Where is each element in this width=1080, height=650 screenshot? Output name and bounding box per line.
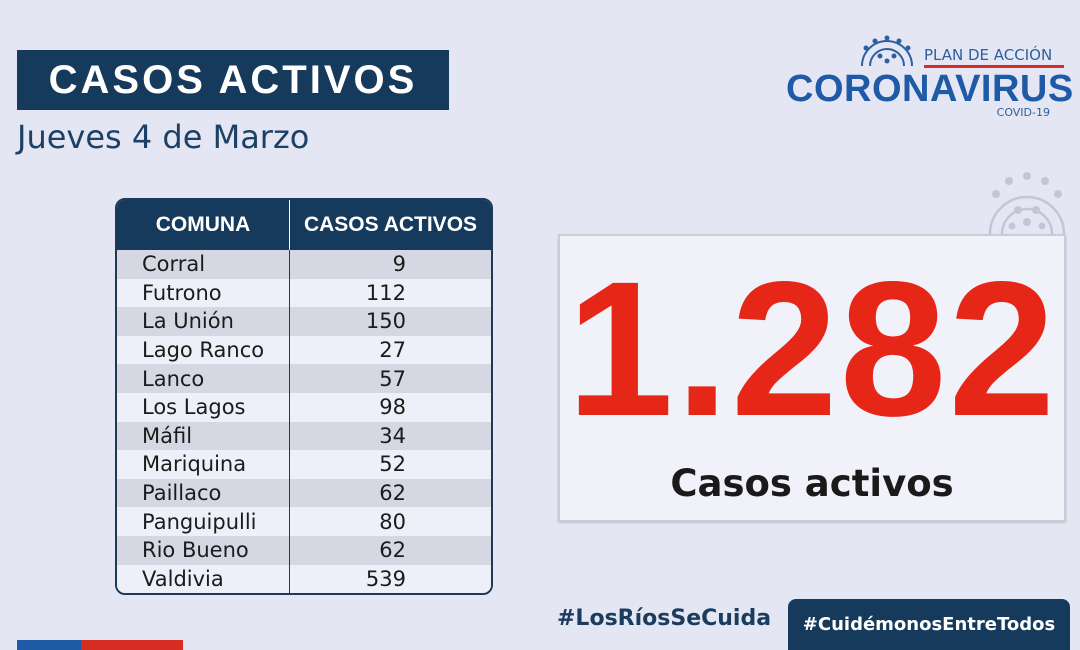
comuna-cell: La Unión (117, 307, 290, 336)
column-header-comuna: COMUNA (117, 200, 290, 250)
hashtag-los-rios: #LosRíosSeCuida (557, 606, 772, 631)
comuna-cell: Los Lagos (117, 392, 290, 422)
table-row: Panguipulli 80 (117, 507, 491, 536)
table-row: Rio Bueno 62 (117, 535, 491, 565)
comuna-cell: Lanco (117, 364, 290, 393)
table-row: Los Lagos 98 (117, 392, 491, 422)
total-cases-label: Casos activos (670, 462, 954, 505)
title-banner: CASOS ACTIVOS (17, 50, 449, 110)
table-row: Lago Ranco 27 (117, 335, 491, 365)
comuna-cell: Rio Bueno (117, 535, 290, 565)
table-row: Corral 9 (117, 250, 491, 279)
casos-cell: 9 (290, 250, 491, 279)
logo-coronavirus-text: CORONAVIRUS (786, 68, 1074, 110)
coronavirus-logo: PLAN DE ACCIÓN CORONAVIRUS COVID-19 (786, 34, 1073, 124)
table-header-row: COMUNA CASOS ACTIVOS (117, 200, 491, 250)
active-cases-table: COMUNA CASOS ACTIVOS Corral 9 Futrono 112 … (115, 198, 493, 596)
column-header-casos: CASOS ACTIVOS (290, 200, 491, 250)
comuna-cell: Máfil (117, 421, 290, 451)
virus-icon (861, 35, 913, 67)
total-cases-panel: 1.282 Casos activos (558, 234, 1066, 522)
table-row: Mariquina 52 (117, 450, 491, 479)
page-title: CASOS ACTIVOS (48, 57, 418, 102)
hashtag-banner: #CuidémonosEntreTodos (788, 599, 1070, 650)
total-cases-number: 1.282 (566, 241, 1058, 456)
casos-cell: 539 (290, 564, 491, 594)
casos-cell: 80 (290, 507, 491, 536)
virus-decoration-icon (988, 172, 1066, 235)
logo-divider (924, 65, 1064, 68)
table-row: Valdivia 539 (117, 564, 491, 594)
casos-cell: 62 (290, 535, 491, 565)
table-row: Futrono 112 (117, 278, 491, 308)
casos-cell: 52 (290, 450, 491, 479)
hashtag-cuidemonos: #CuidémonosEntreTodos (802, 614, 1056, 635)
table-row: Lanco 57 (117, 364, 491, 393)
casos-cell: 150 (290, 307, 491, 336)
footer-red-bar (81, 640, 183, 650)
table-row: Máfil 34 (117, 421, 491, 451)
comuna-cell: Lago Ranco (117, 335, 290, 365)
casos-cell: 27 (290, 335, 491, 365)
comuna-cell: Corral (117, 250, 290, 279)
casos-cell: 34 (290, 421, 491, 451)
casos-cell: 98 (290, 392, 491, 422)
casos-cell: 112 (290, 278, 491, 308)
logo-plan-text: PLAN DE ACCIÓN (924, 46, 1053, 64)
table-row: Paillaco 62 (117, 478, 491, 508)
logo-covid-text: COVID-19 (996, 106, 1050, 119)
comuna-cell: Mariquina (117, 450, 290, 479)
comuna-cell: Futrono (117, 278, 290, 308)
casos-cell: 57 (290, 364, 491, 393)
comuna-cell: Panguipulli (117, 507, 290, 536)
table-row: La Unión 150 (117, 307, 491, 336)
date-label: Jueves 4 de Marzo (17, 118, 310, 156)
casos-cell: 62 (290, 478, 491, 508)
footer-blue-bar (17, 640, 81, 650)
comuna-cell: Valdivia (117, 564, 290, 594)
comuna-cell: Paillaco (117, 478, 290, 508)
